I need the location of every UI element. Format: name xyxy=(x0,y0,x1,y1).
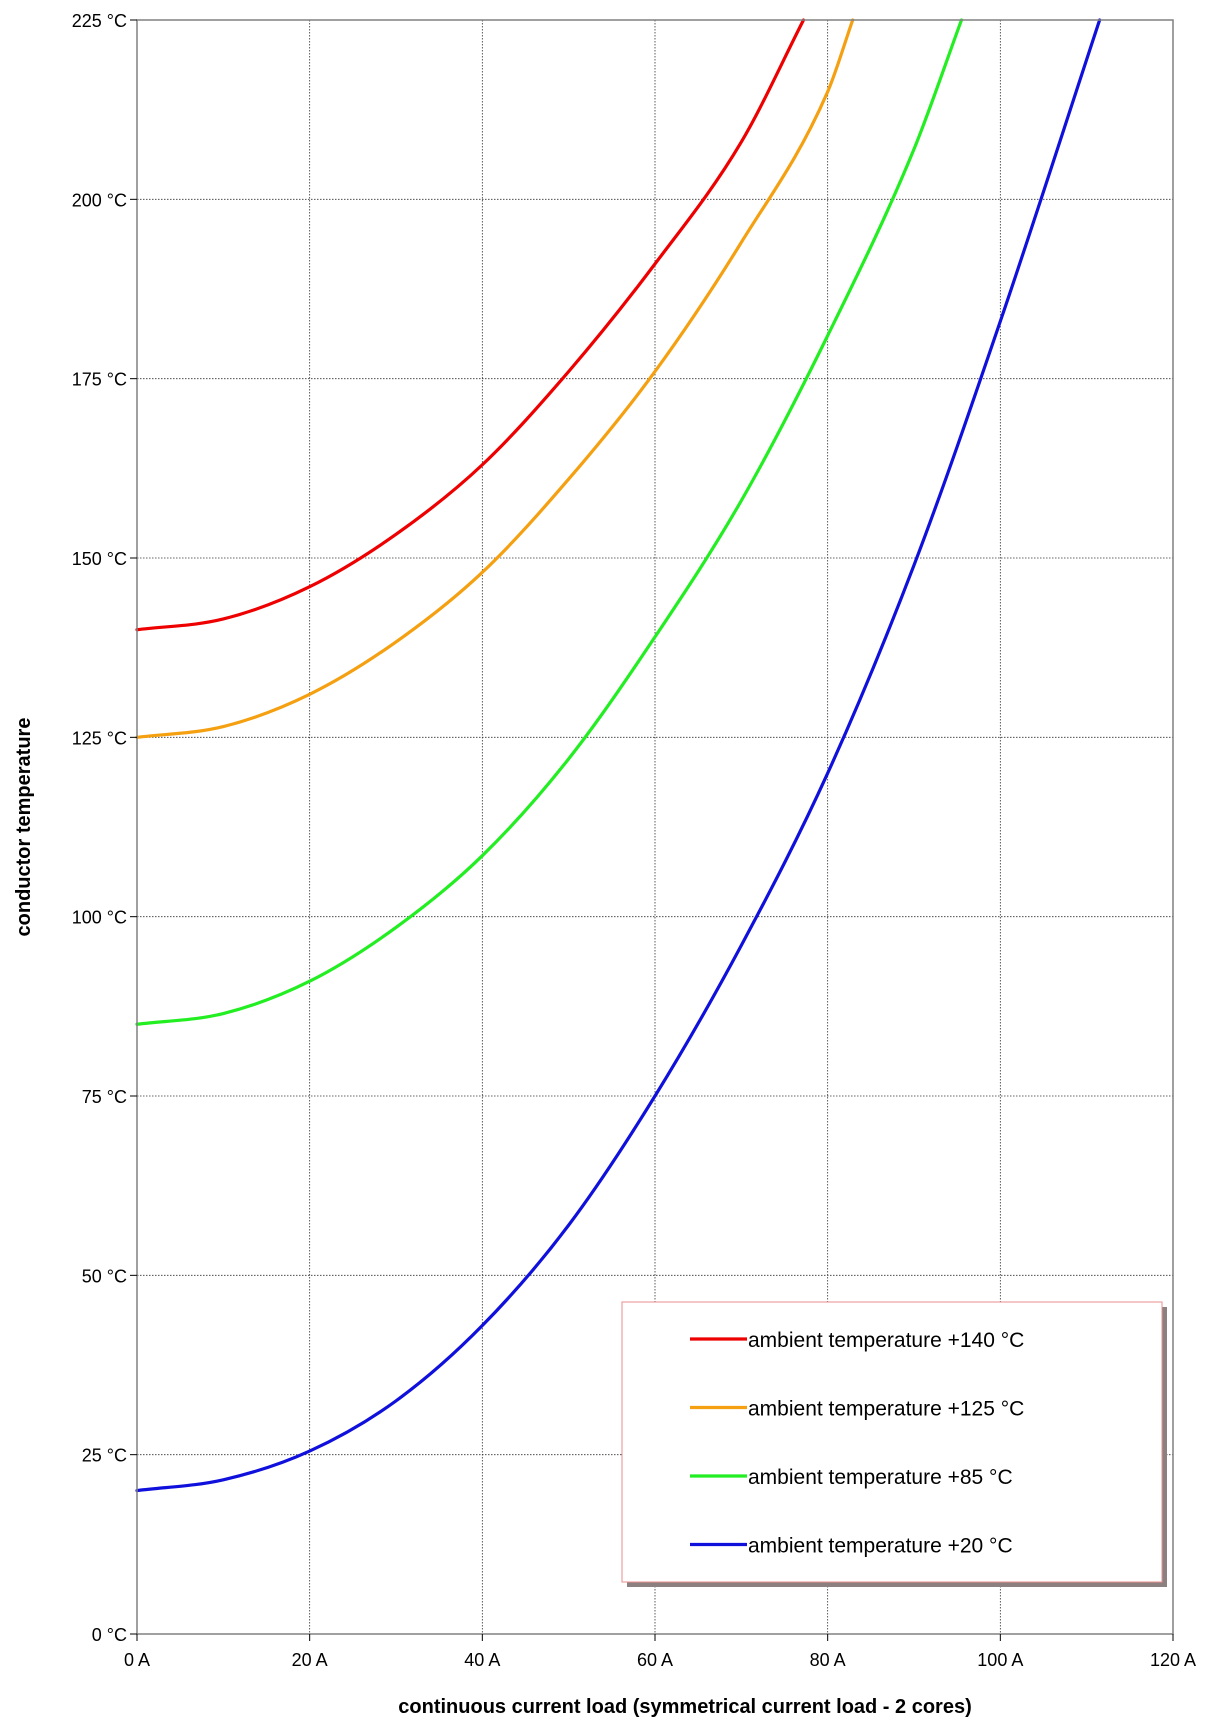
series-layer xyxy=(135,18,1102,1493)
legend-label: ambient temperature +20 °C xyxy=(748,1535,1013,1558)
y-axis-title: conductor temperature xyxy=(13,718,35,937)
x-tick-labels: 0 A 20 A 40 A 60 A 80 A 100 A 120 A xyxy=(124,1650,1196,1670)
y-tick-label: 75 °C xyxy=(82,1087,127,1107)
legend: ambient temperature +140 °C ambient tempe… xyxy=(621,1301,1167,1587)
x-tick-label: 120 A xyxy=(1150,1650,1196,1670)
series-line-3 xyxy=(135,18,1102,1493)
y-tick-label: 50 °C xyxy=(82,1266,127,1286)
series-line-0 xyxy=(135,18,806,632)
y-tick-label: 25 °C xyxy=(82,1446,127,1466)
legend-box xyxy=(621,1301,1163,1583)
x-tick-label: 100 A xyxy=(977,1650,1023,1670)
ticks xyxy=(130,19,1174,1641)
x-axis-title: continuous current load (symmetrical cur… xyxy=(398,1696,971,1718)
y-tick-label: 150 °C xyxy=(72,549,127,569)
x-tick-label: 80 A xyxy=(810,1650,846,1670)
legend-label: ambient temperature +140 °C xyxy=(748,1329,1024,1352)
legend-label: ambient temperature +85 °C xyxy=(748,1466,1013,1489)
x-tick-label: 60 A xyxy=(637,1650,673,1670)
x-tick-label: 40 A xyxy=(464,1650,500,1670)
y-tick-label: 100 °C xyxy=(72,908,127,928)
x-tick-label: 20 A xyxy=(292,1650,328,1670)
y-tick-label: 175 °C xyxy=(72,370,127,390)
x-tick-label: 0 A xyxy=(124,1650,150,1670)
series-line-1 xyxy=(135,18,855,739)
y-tick-labels: 0 °C 25 °C 50 °C 75 °C 100 °C 125 °C 150 °C 175… xyxy=(72,11,127,1645)
y-tick-label: 225 °C xyxy=(72,11,127,31)
legend-label: ambient temperature +125 °C xyxy=(748,1398,1024,1421)
series-line-2 xyxy=(135,18,964,1026)
legend-items: ambient temperature +140 °C ambient tempe… xyxy=(690,1329,1024,1558)
y-tick-label: 200 °C xyxy=(72,190,127,210)
y-tick-label: 0 °C xyxy=(92,1625,127,1645)
y-tick-label: 125 °C xyxy=(72,728,127,748)
